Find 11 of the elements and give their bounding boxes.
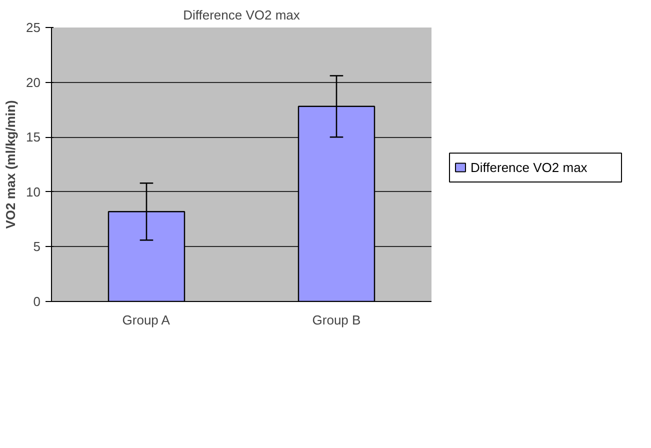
y-axis-title: VO2 max (ml/kg/min) <box>3 100 18 229</box>
x-tick-label: Group A <box>122 312 170 328</box>
chart-title: Difference VO2 max <box>183 8 300 22</box>
y-tick-label: 10 <box>26 184 41 200</box>
y-tick-label: 20 <box>26 74 41 90</box>
x-tick-label: Group B <box>312 312 361 328</box>
y-tick-label: 0 <box>33 294 41 309</box>
y-tick-label: 15 <box>26 130 41 145</box>
legend-label: Difference VO2 max <box>470 160 588 176</box>
y-tick-label: 5 <box>33 239 41 254</box>
y-tick-label: 25 <box>26 20 41 35</box>
